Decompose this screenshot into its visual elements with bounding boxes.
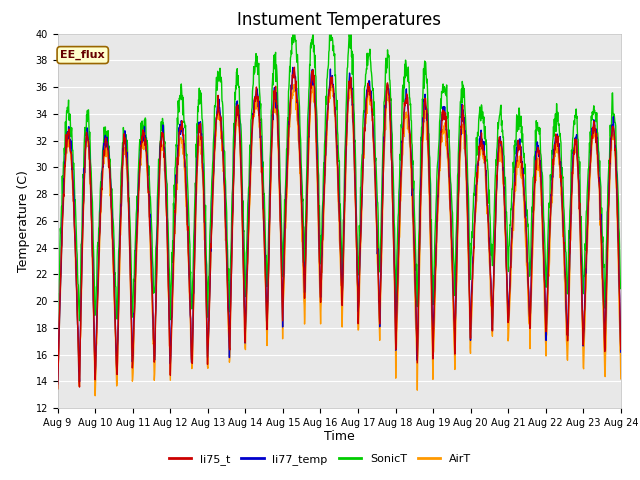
Text: EE_flux: EE_flux [60,50,105,60]
Legend: li75_t, li77_temp, SonicT, AirT: li75_t, li77_temp, SonicT, AirT [164,450,476,469]
Y-axis label: Temperature (C): Temperature (C) [17,170,30,272]
Title: Instument Temperatures: Instument Temperatures [237,11,441,29]
X-axis label: Time: Time [324,431,355,444]
